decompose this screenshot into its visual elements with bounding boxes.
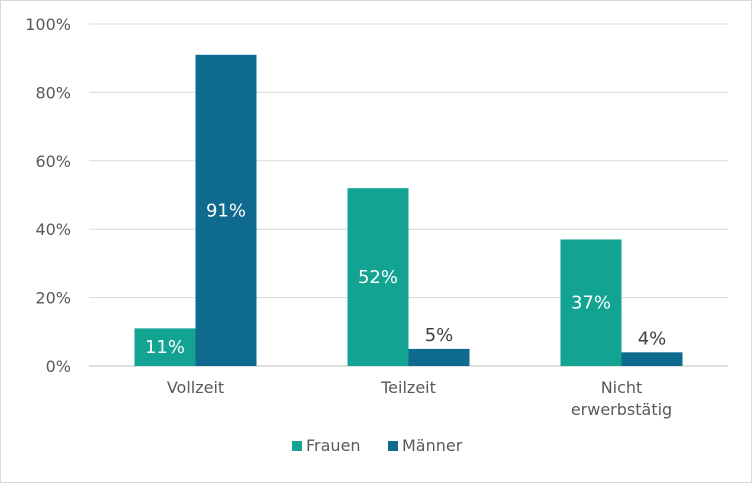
bar-frauen-3 (560, 239, 622, 366)
data-label: 91% (206, 200, 246, 221)
bar-frauen-1 (134, 328, 196, 366)
y-tick-label: 40% (35, 220, 71, 239)
x-category-label: erwerbstätig (571, 400, 672, 419)
bar-männer-3 (621, 352, 683, 366)
x-category-label: Vollzeit (167, 378, 224, 397)
y-axis-ticks: 0% 20% 40% 60% 80% 100% (25, 15, 71, 376)
data-label: 4% (638, 328, 667, 349)
y-tick-label: 100% (25, 15, 71, 34)
data-label: 52% (358, 267, 398, 288)
legend-swatch-männer (388, 441, 398, 451)
x-category-label: Nicht (601, 378, 643, 397)
data-label: 11% (145, 337, 185, 358)
y-tick-label: 0% (46, 357, 71, 376)
data-label: 5% (425, 325, 454, 346)
x-category-label: Teilzeit (380, 378, 436, 397)
legend-label: Männer (402, 436, 463, 455)
bar-frauen-2 (347, 188, 409, 366)
y-tick-label: 80% (35, 83, 71, 102)
bar-männer-2 (408, 348, 470, 366)
legend-swatch-frauen (292, 441, 302, 451)
data-label: 37% (571, 293, 611, 314)
y-tick-label: 20% (35, 289, 71, 308)
legend-label: Frauen (306, 436, 361, 455)
x-axis-categories: Vollzeit Teilzeit Nicht erwerbstätig (167, 378, 672, 419)
legend: Frauen Männer (292, 436, 463, 455)
bar-männer-1 (195, 54, 257, 366)
y-tick-label: 60% (35, 152, 71, 171)
data-labels: 11% 91% 52% 5% 37% 4% (145, 200, 666, 358)
bars (134, 54, 683, 366)
